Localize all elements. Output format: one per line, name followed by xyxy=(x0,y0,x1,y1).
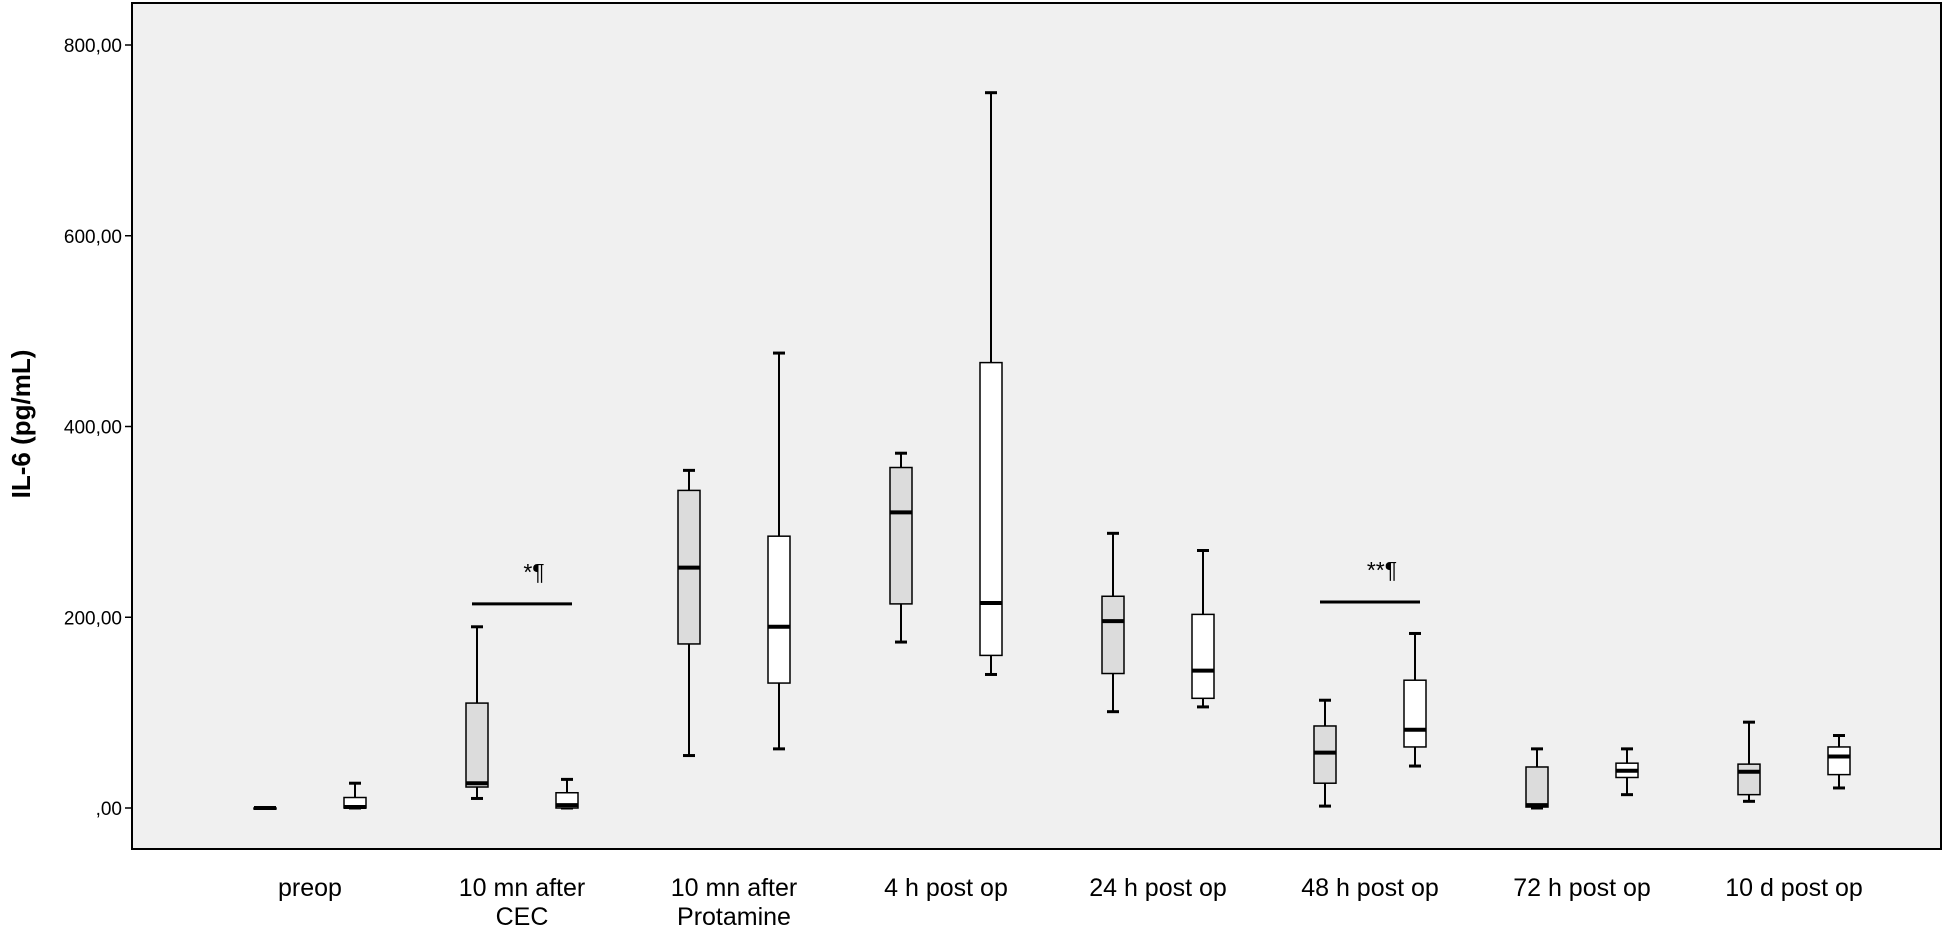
box-2-6 xyxy=(1615,747,1639,797)
box-2-5 xyxy=(1403,631,1427,768)
y-tick-label-0: ,00 xyxy=(96,799,122,820)
x-category-label-6: 72 h post op xyxy=(1513,874,1651,902)
box-body xyxy=(1525,766,1549,808)
box-1-1 xyxy=(465,625,489,800)
box-body xyxy=(979,361,1003,657)
box-body xyxy=(1827,746,1851,776)
box-body xyxy=(889,466,913,605)
box-1-3 xyxy=(889,451,913,644)
box-groups xyxy=(253,91,1851,810)
box-2-1 xyxy=(555,777,579,810)
box-2-0 xyxy=(343,781,367,810)
box-1-6 xyxy=(1525,747,1549,810)
box-body xyxy=(1191,613,1215,700)
y-tick-label-4: 800,00 xyxy=(64,36,122,57)
x-category-label-1: 10 mn after xyxy=(459,874,585,902)
box-2-2 xyxy=(767,351,791,751)
x-category-label-5: 48 h post op xyxy=(1301,874,1439,902)
box-body xyxy=(1101,595,1125,675)
x-category-label-2: 10 mn after xyxy=(671,874,797,902)
box-body xyxy=(767,535,791,684)
box-2-7 xyxy=(1827,734,1851,790)
y-tick-label-1: 200,00 xyxy=(64,608,122,629)
y-tick-label-3: 600,00 xyxy=(64,227,122,248)
box-body xyxy=(1737,763,1761,796)
significance-label-0: *¶ xyxy=(523,559,544,585)
significance-annotations: *¶ **¶ xyxy=(472,557,1420,606)
box-1-4 xyxy=(1101,531,1125,714)
box-1-5 xyxy=(1313,698,1337,808)
box-1-7 xyxy=(1737,720,1761,803)
y-axis-label: IL-6 (pg/mL) xyxy=(6,350,36,499)
y-tick-label-2: 400,00 xyxy=(64,418,122,439)
box-1-2 xyxy=(677,468,701,758)
box-body xyxy=(1403,679,1427,748)
x-category-label-4: 24 h post op xyxy=(1089,874,1227,902)
x-category-label-0: preop xyxy=(278,874,342,902)
box-body xyxy=(465,702,489,788)
x-category-label-7: 10 d post op xyxy=(1725,874,1863,902)
plot-background xyxy=(131,2,1942,850)
x-category-label-3: 4 h post op xyxy=(884,874,1008,902)
y-axis: ,00 200,00 400,00 600,00 800,00 xyxy=(64,36,132,820)
x-category-label-2-line2: Protamine xyxy=(677,903,791,931)
box-1-0 xyxy=(253,806,277,810)
box-2-4 xyxy=(1191,548,1215,709)
box-2-3 xyxy=(979,91,1003,676)
x-category-label-1-line2: CEC xyxy=(496,903,549,931)
significance-label-1: **¶ xyxy=(1367,557,1397,583)
